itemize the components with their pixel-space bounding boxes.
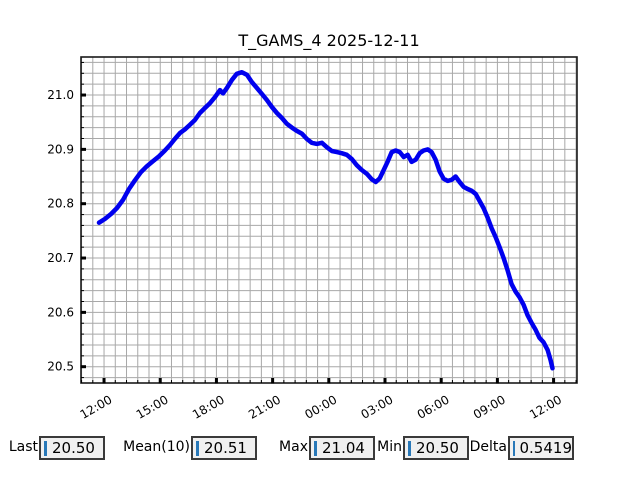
stat-mean-entry[interactable]: 20.51 [191,436,257,460]
stat-last: Last 20.50 [9,436,105,460]
x-tick-label: 12:00 [527,392,564,421]
y-tick-label: 20.5 [47,360,74,374]
stat-last-value: 20.50 [52,439,95,457]
x-tick-label: 18:00 [190,392,227,421]
data-series [96,69,555,371]
y-tick-label: 20.9 [47,142,74,156]
stat-min: Min 20.50 [377,436,469,460]
stat-max-entry[interactable]: 21.04 [309,436,375,460]
x-tick-label: 12:00 [78,392,115,421]
x-tick-label: 15:00 [134,392,171,421]
chart-title: T_GAMS_4 2025-12-11 [238,31,420,50]
stat-last-entry[interactable]: 20.50 [39,436,105,460]
y-tick-label: 20.6 [47,305,74,319]
y-tick-label: 20.7 [47,251,74,265]
text-cursor [196,440,199,456]
data-line [96,69,555,371]
stat-max: Max 21.04 [279,436,375,460]
text-cursor [513,440,515,456]
stat-delta: Delta 0.5419 [470,436,574,460]
grid-lines [81,57,577,383]
x-tick-label: 06:00 [415,392,452,421]
x-tick-label: 03:00 [359,392,396,421]
stat-min-label: Min [377,439,402,455]
text-cursor [408,440,411,456]
x-tick-label: 09:00 [471,392,508,421]
stat-last-label: Last [8,439,38,455]
y-tick-label: 21.0 [47,88,74,102]
stat-delta-value: 0.5419 [519,439,573,457]
stat-mean-value: 20.51 [204,439,247,457]
text-cursor [314,440,317,456]
stat-delta-entry[interactable]: 0.5419 [508,436,574,460]
stat-mean: Mean(10) 20.51 [123,436,257,460]
stat-max-label: Max [279,439,308,455]
x-tick-label: 21:00 [246,392,283,421]
stat-min-value: 20.50 [416,439,459,457]
x-tick-label: 00:00 [302,392,339,421]
stat-max-value: 21.04 [322,439,365,457]
y-tick-label: 20.8 [47,197,74,211]
text-cursor [44,440,47,456]
stat-mean-label: Mean(10) [123,439,190,455]
stat-delta-label: Delta [469,439,507,455]
stats-bar: Last 20.50 Mean(10) 20.51 Max 21.04 Min [0,436,640,462]
tick-marks [80,61,577,384]
stat-min-entry[interactable]: 20.50 [403,436,469,460]
